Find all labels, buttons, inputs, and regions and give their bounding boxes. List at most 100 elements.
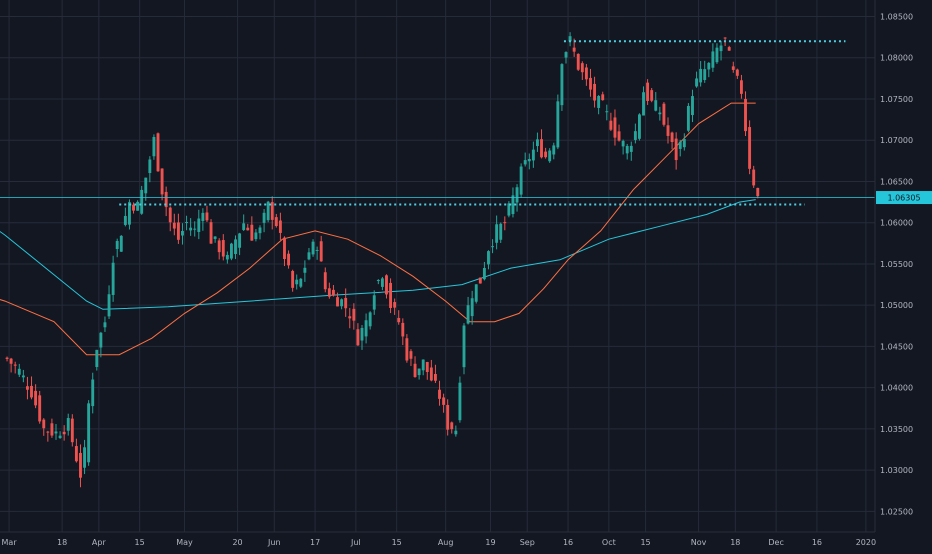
candle-down[interactable] bbox=[727, 47, 731, 51]
candle-up[interactable] bbox=[128, 202, 131, 225]
candle-up[interactable] bbox=[111, 262, 115, 295]
candle-up[interactable] bbox=[299, 278, 303, 287]
candle-down[interactable] bbox=[26, 386, 29, 390]
candle-down[interactable] bbox=[405, 338, 409, 361]
candle-down[interactable] bbox=[291, 270, 295, 288]
candle-up[interactable] bbox=[454, 430, 458, 435]
candle-down[interactable] bbox=[352, 308, 356, 321]
candle-down[interactable] bbox=[650, 90, 654, 101]
candle-up[interactable] bbox=[597, 95, 601, 108]
candle-down[interactable] bbox=[9, 358, 13, 364]
candle-up[interactable] bbox=[658, 112, 662, 115]
candle-down[interactable] bbox=[356, 329, 360, 346]
candle-down[interactable] bbox=[79, 452, 82, 478]
candle-up[interactable] bbox=[421, 359, 425, 371]
candle-up[interactable] bbox=[234, 239, 237, 255]
candle-up[interactable] bbox=[17, 368, 21, 375]
candle-down[interactable] bbox=[572, 47, 576, 52]
candle-down[interactable] bbox=[735, 69, 739, 76]
candle-up[interactable] bbox=[654, 100, 658, 111]
candle-down[interactable] bbox=[409, 351, 413, 359]
candle-up[interactable] bbox=[185, 222, 188, 224]
candle-down[interactable] bbox=[42, 419, 46, 429]
candle-up[interactable] bbox=[372, 295, 376, 310]
candle-down[interactable] bbox=[666, 125, 670, 136]
candle-down[interactable] bbox=[576, 53, 580, 70]
candle-up[interactable] bbox=[181, 230, 184, 236]
candle-up[interactable] bbox=[123, 215, 127, 225]
candle-up[interactable] bbox=[103, 322, 107, 328]
candle-up[interactable] bbox=[148, 159, 152, 173]
candle-down[interactable] bbox=[413, 363, 417, 378]
candle-up[interactable] bbox=[707, 62, 711, 70]
candle-down[interactable] bbox=[172, 222, 176, 229]
candle-down[interactable] bbox=[287, 253, 290, 266]
candle-down[interactable] bbox=[438, 389, 441, 399]
candle-down[interactable] bbox=[319, 241, 323, 262]
candle-up[interactable] bbox=[536, 139, 539, 147]
candle-down[interactable] bbox=[601, 94, 605, 101]
candle-down[interactable] bbox=[221, 240, 225, 257]
candle-up[interactable] bbox=[315, 249, 319, 251]
candle-down[interactable] bbox=[274, 217, 278, 227]
candle-up[interactable] bbox=[703, 69, 707, 80]
candle-down[interactable] bbox=[744, 98, 747, 132]
candle-down[interactable] bbox=[50, 423, 54, 436]
candle-down[interactable] bbox=[450, 422, 454, 430]
candle-down[interactable] bbox=[674, 138, 678, 161]
candle-down[interactable] bbox=[609, 120, 613, 130]
candle-up[interactable] bbox=[470, 298, 474, 317]
candle-up[interactable] bbox=[189, 227, 193, 231]
candle-down[interactable] bbox=[593, 83, 596, 101]
candle-down[interactable] bbox=[323, 272, 327, 290]
candle-up[interactable] bbox=[107, 294, 111, 317]
candle-up[interactable] bbox=[556, 101, 560, 148]
candle-up[interactable] bbox=[686, 105, 690, 131]
candles[interactable] bbox=[5, 32, 760, 488]
candle-up[interactable] bbox=[262, 212, 266, 223]
candle-down[interactable] bbox=[30, 385, 33, 398]
candle-up[interactable] bbox=[201, 212, 205, 221]
candle-down[interactable] bbox=[70, 418, 74, 443]
candle-up[interactable] bbox=[719, 45, 723, 52]
candle-down[interactable] bbox=[5, 357, 9, 359]
candle-up[interactable] bbox=[66, 418, 70, 431]
candle-down[interactable] bbox=[397, 317, 401, 323]
candle-down[interactable] bbox=[160, 168, 164, 195]
candle-down[interactable] bbox=[46, 431, 50, 433]
candle-down[interactable] bbox=[389, 282, 392, 308]
candle-up[interactable] bbox=[307, 252, 311, 260]
candle-up[interactable] bbox=[515, 187, 519, 203]
candle-down[interactable] bbox=[401, 322, 405, 337]
candle-up[interactable] bbox=[691, 96, 694, 116]
candle-up[interactable] bbox=[487, 251, 490, 265]
candle-up[interactable] bbox=[254, 232, 258, 240]
horizontal-levels[interactable] bbox=[119, 40, 846, 206]
candle-up[interactable] bbox=[564, 52, 568, 58]
candle-up[interactable] bbox=[482, 267, 486, 280]
candle-up[interactable] bbox=[417, 368, 421, 376]
candle-up[interactable] bbox=[311, 241, 315, 255]
candle-up[interactable] bbox=[531, 149, 535, 161]
candle-up[interactable] bbox=[621, 140, 625, 147]
candle-up[interactable] bbox=[491, 246, 494, 248]
candle-down[interactable] bbox=[74, 446, 78, 462]
candle-down[interactable] bbox=[156, 133, 160, 172]
candle-up[interactable] bbox=[295, 279, 299, 285]
candle-up[interactable] bbox=[242, 223, 246, 230]
candle-up[interactable] bbox=[258, 227, 262, 234]
candle-down[interactable] bbox=[740, 80, 743, 94]
candle-down[interactable] bbox=[270, 202, 274, 220]
price-axis[interactable]: 1.02500 1.03000 1.03500 1.04000 1.04500 1.050… bbox=[880, 12, 913, 516]
candle-down[interactable] bbox=[278, 220, 282, 233]
candle-up[interactable] bbox=[552, 145, 556, 155]
candle-down[interactable] bbox=[217, 240, 221, 253]
candle-up[interactable] bbox=[136, 201, 140, 211]
candle-up[interactable] bbox=[605, 111, 609, 113]
candle-down[interactable] bbox=[434, 373, 437, 381]
candle-down[interactable] bbox=[589, 77, 592, 90]
candle-down[interactable] bbox=[164, 191, 168, 208]
candle-up[interactable] bbox=[152, 136, 156, 157]
candle-up[interactable] bbox=[527, 159, 531, 162]
